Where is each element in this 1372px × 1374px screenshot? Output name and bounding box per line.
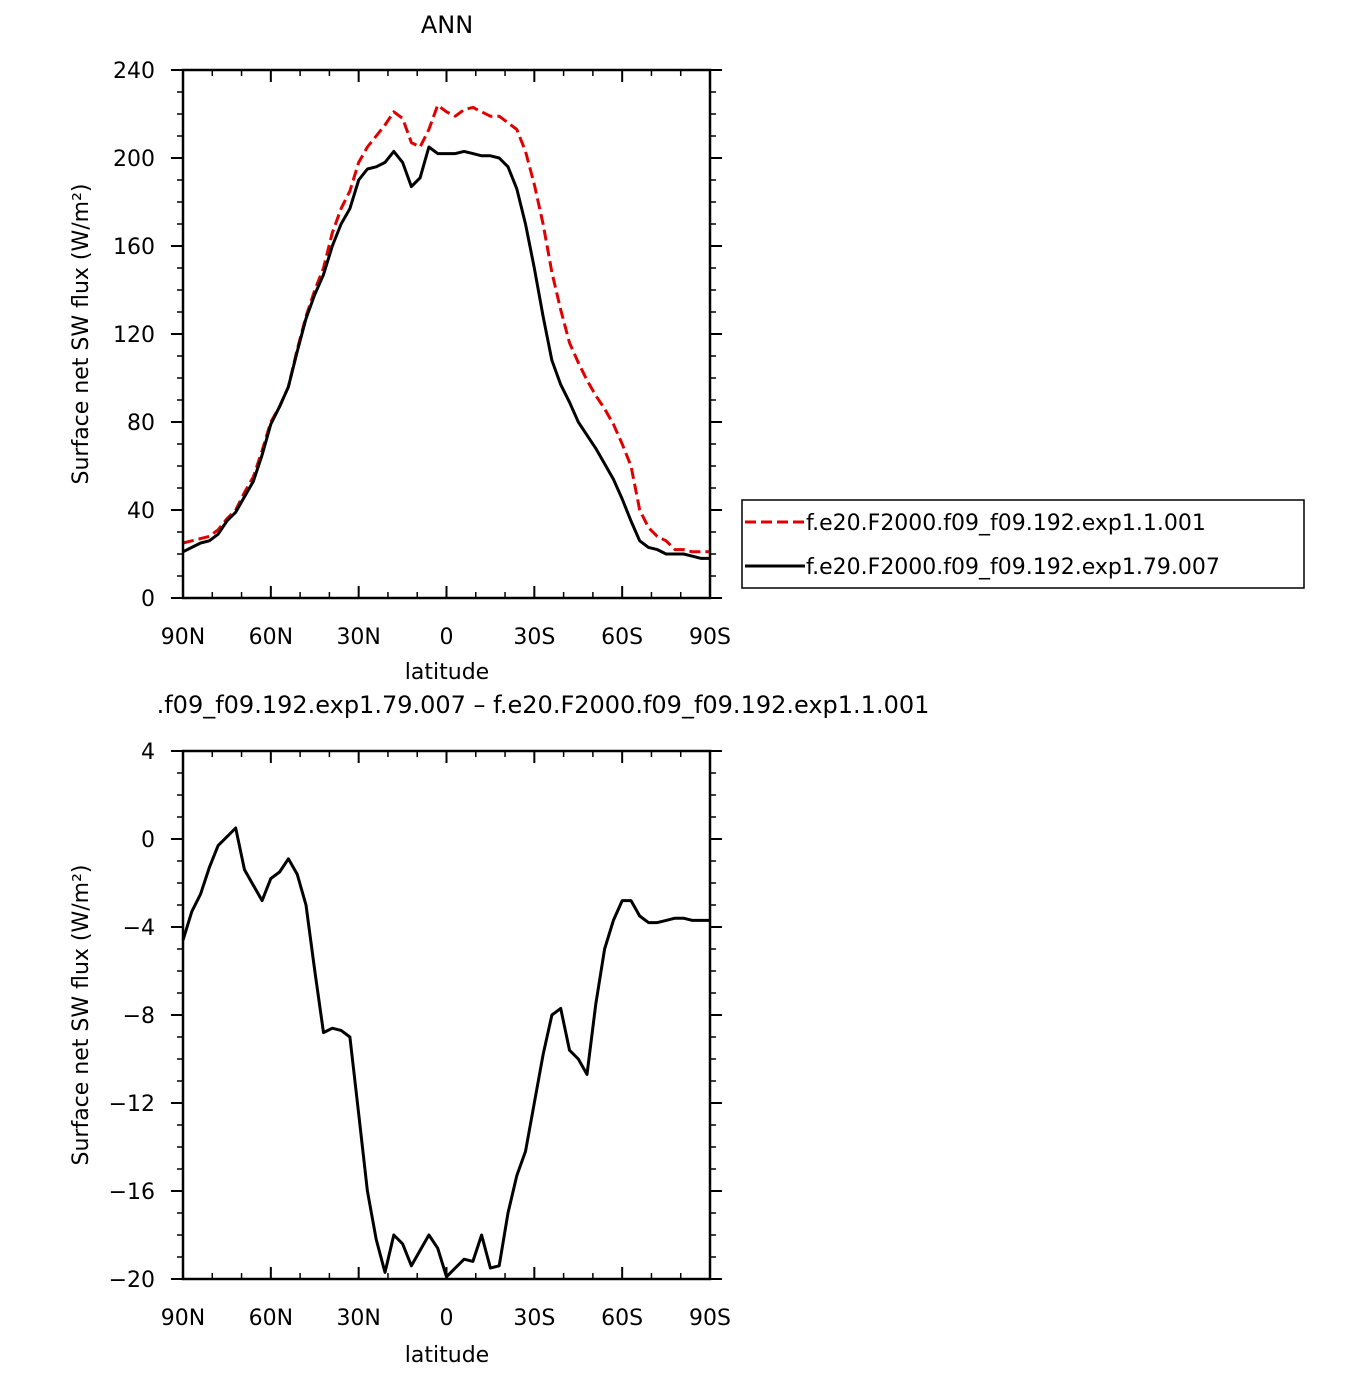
top-y-tick-label: 0: [141, 587, 155, 612]
top-y-tick-label: 160: [113, 235, 155, 260]
top-x-axis-label: latitude: [405, 660, 489, 685]
bottom-x-tick-label: 60N: [249, 1306, 293, 1331]
top-x-tick-label: 60N: [249, 625, 293, 650]
bottom-panel: .f09_f09.192.exp1.79.007 – f.e20.F2000.f…: [69, 691, 929, 1368]
top-x-tick-label: 30S: [513, 625, 555, 650]
top-x-tick-label: 90N: [161, 625, 205, 650]
bottom-y-tick-label: −20: [109, 1268, 155, 1293]
bottom-series-line-1: [181, 826, 710, 1279]
top-y-tick-labels: 0 40 80 120 160 200 240: [113, 59, 155, 612]
bottom-x-tick-label: 30N: [336, 1306, 380, 1331]
top-x-tick-labels: 90N 60N 30N 0 30S 60S 90S: [161, 625, 731, 650]
top-x-tick-label: 90S: [689, 625, 731, 650]
top-series-line-1: [182, 103, 710, 554]
bottom-y-tick-label: −8: [123, 1004, 155, 1029]
bottom-y-tick-labels: −20 −16 −12 −8 −4 0 4: [109, 740, 155, 1293]
bottom-y-axis-label: Surface net SW flux (W/m²): [69, 864, 94, 1165]
top-series-lines: [182, 103, 710, 560]
bottom-x-tick-label: 90S: [689, 1306, 731, 1331]
bottom-y-tick-label: −16: [109, 1180, 155, 1205]
bottom-ticks: [171, 750, 722, 1280]
top-y-axis-label: Surface net SW flux (W/m²): [69, 183, 94, 484]
top-plot-frame: [181, 68, 712, 600]
legend: f.e20.F2000.f09_f09.192.exp1.1.001 f.e20…: [741, 499, 1305, 589]
top-ticks: [171, 69, 722, 599]
top-panel: ANN 90N 60N 30N 0 30S 60S 90S 0 40 80 120 160 200 24…: [69, 11, 1305, 685]
bottom-plot-frame: [181, 749, 712, 1281]
bottom-x-tick-label: 60S: [601, 1306, 643, 1331]
bottom-x-axis-label: latitude: [405, 1343, 489, 1368]
bottom-y-tick-label: −12: [109, 1092, 155, 1117]
top-y-tick-label: 240: [113, 59, 155, 84]
top-y-tick-label: 200: [113, 147, 155, 172]
bottom-series-lines: [181, 826, 710, 1279]
top-x-tick-label: 0: [440, 625, 454, 650]
bottom-chart-title: .f09_f09.192.exp1.79.007 – f.e20.F2000.f…: [157, 691, 930, 719]
legend-label-series-1: f.e20.F2000.f09_f09.192.exp1.1.001: [806, 511, 1206, 536]
top-series-line-2: [182, 145, 710, 560]
top-y-tick-label: 80: [127, 411, 155, 436]
top-y-tick-label: 120: [113, 323, 155, 348]
bottom-x-tick-label: 0: [440, 1306, 454, 1331]
legend-box: [741, 499, 1305, 589]
bottom-y-tick-label: 4: [141, 740, 155, 765]
top-x-tick-label: 60S: [601, 625, 643, 650]
top-x-tick-label: 30N: [336, 625, 380, 650]
bottom-x-tick-label: 90N: [161, 1306, 205, 1331]
legend-label-series-2: f.e20.F2000.f09_f09.192.exp1.79.007: [806, 555, 1220, 580]
bottom-y-tick-label: −4: [123, 916, 155, 941]
bottom-x-tick-labels: 90N 60N 30N 0 30S 60S 90S: [161, 1306, 731, 1331]
top-chart-title: ANN: [421, 11, 473, 39]
top-y-tick-label: 40: [127, 499, 155, 524]
bottom-y-tick-label: 0: [141, 828, 155, 853]
bottom-x-tick-label: 30S: [513, 1306, 555, 1331]
